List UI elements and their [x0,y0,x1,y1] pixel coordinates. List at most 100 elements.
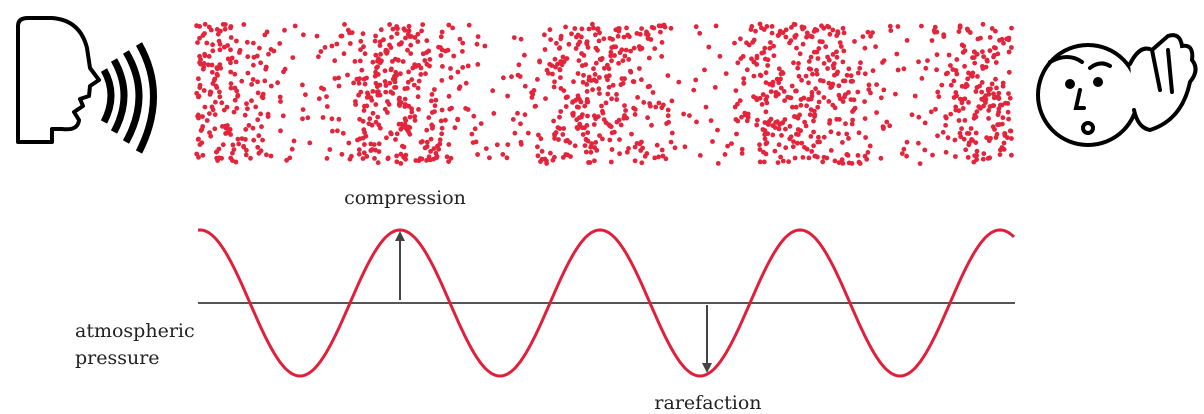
particle [975,74,980,79]
particle [776,32,782,37]
particle [624,25,629,31]
particle [641,100,647,105]
particle [811,129,816,135]
particle [644,151,650,156]
particle [803,73,809,79]
particle [373,33,378,39]
particle [549,63,555,68]
particle [676,79,682,85]
particle [535,77,540,82]
particle [799,77,804,83]
particle [840,25,846,31]
particle [975,36,981,42]
particle [851,97,857,103]
particle [768,89,774,94]
particle [402,96,408,102]
particle [474,41,480,47]
particle [725,143,730,149]
particle [400,59,406,64]
particle [522,112,528,118]
particle [865,29,871,35]
particle [606,122,612,127]
particle [573,97,578,103]
particle [367,116,373,122]
particle [338,33,344,39]
particle [433,155,439,161]
particle [368,141,374,147]
particle [1006,116,1011,122]
particle [585,45,591,50]
particle [200,124,206,129]
particle [376,56,381,62]
particle [979,89,985,95]
particle [412,114,418,119]
particle [722,152,728,157]
particle [836,92,842,98]
particle [397,100,402,106]
particle [385,110,390,115]
particle [255,117,261,123]
particle [390,59,395,64]
particle [998,147,1003,153]
particle [656,23,662,29]
particle [561,59,567,65]
particle [197,53,203,59]
particle [217,47,223,53]
particle [475,62,481,67]
particle [407,131,413,137]
particle [989,81,995,87]
particle [212,126,218,132]
particle [814,67,819,73]
particle [841,48,847,54]
particle [542,32,547,38]
particle [843,121,848,127]
particle [639,139,644,145]
particle [280,113,286,119]
particle [262,78,268,84]
particle [803,123,809,129]
particle [556,137,561,142]
particle [210,107,216,113]
particle [204,40,210,46]
particle [357,76,362,82]
particle [628,48,633,54]
particle [394,131,400,137]
particle [218,65,224,71]
particle [195,112,201,118]
particle [870,68,876,74]
particle [823,44,829,50]
particle [795,65,801,71]
particle [327,147,333,152]
particle [318,49,324,54]
particle [795,132,801,138]
particle [341,51,347,57]
particle [761,159,767,165]
particle [264,152,269,158]
particle [245,70,251,76]
particle [596,86,602,92]
particle [228,47,233,53]
particle [819,23,824,29]
particle [389,34,394,40]
particle [746,42,752,48]
particle [432,109,437,114]
particle [793,104,799,110]
particle [255,144,261,150]
particle [228,85,234,91]
particle [329,116,335,122]
particle [799,140,805,146]
particle [723,71,729,76]
particle [1007,95,1013,101]
particle [658,29,663,35]
particle [985,88,991,93]
particle [596,38,602,44]
particle [542,47,548,52]
particle [826,24,832,30]
particle [586,26,592,32]
particle [1009,136,1014,141]
particle [394,153,399,159]
particle [974,51,980,57]
particle [518,139,524,145]
particle [558,33,564,39]
particle [956,29,962,34]
